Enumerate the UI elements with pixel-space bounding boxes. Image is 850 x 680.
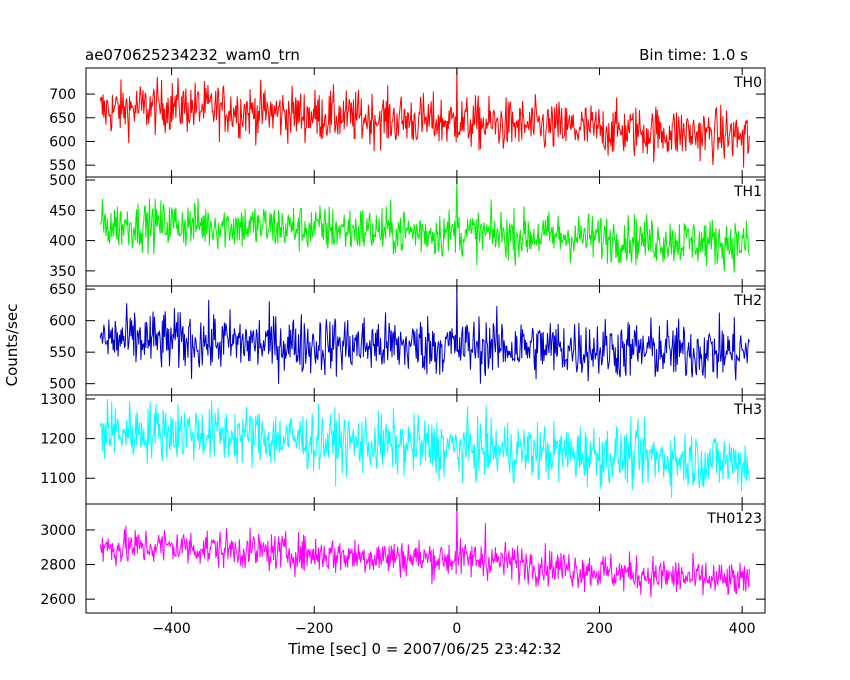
x-tick-label: −200 bbox=[295, 621, 333, 637]
y-tick-label: 700 bbox=[49, 87, 76, 103]
y-tick-label: 350 bbox=[49, 264, 76, 280]
x-axis-label: Time [sec] 0 = 2007/06/25 23:42:32 bbox=[287, 640, 561, 658]
x-tick-label: −400 bbox=[152, 621, 190, 637]
panel-label-th1: TH1 bbox=[733, 184, 762, 200]
y-tick-label: 1100 bbox=[40, 471, 76, 487]
y-tick-label: 650 bbox=[49, 111, 76, 127]
x-tick-label: 0 bbox=[452, 621, 461, 637]
panel-frame-th0123 bbox=[85, 503, 766, 614]
series-line-th3 bbox=[99, 398, 750, 499]
y-tick-label: 2600 bbox=[40, 592, 76, 608]
panel-label-th2: TH2 bbox=[733, 293, 762, 309]
panel-label-th3: TH3 bbox=[733, 402, 762, 418]
series-line-th0 bbox=[99, 67, 750, 168]
y-tick-label: 1200 bbox=[40, 432, 76, 448]
y-tick-label: 550 bbox=[49, 345, 76, 361]
y-tick-label: 600 bbox=[49, 314, 76, 330]
y-tick-label: 400 bbox=[49, 234, 76, 250]
x-tick-label: 400 bbox=[729, 621, 756, 637]
y-tick-label: 600 bbox=[49, 134, 76, 150]
figure-title: ae070625234232_wam0_trn bbox=[85, 46, 300, 65]
y-tick-label: 500 bbox=[49, 377, 76, 393]
series-line-th1 bbox=[99, 180, 750, 273]
panels-group: 550600650700TH0350400450500TH15005506006… bbox=[40, 67, 766, 637]
y-tick-label: 3000 bbox=[40, 523, 76, 539]
series-line-th2 bbox=[99, 285, 750, 385]
y-tick-label: 650 bbox=[49, 282, 76, 298]
y-tick-label: 500 bbox=[49, 173, 76, 189]
y-tick-label: 2800 bbox=[40, 558, 76, 574]
y-tick-label: 1300 bbox=[40, 392, 76, 408]
bin-time-label: Bin time: 1.0 s bbox=[639, 46, 748, 64]
y-tick-label: 550 bbox=[49, 158, 76, 174]
panel-label-th0123: TH0123 bbox=[706, 511, 762, 527]
x-tick-label: 200 bbox=[586, 621, 613, 637]
y-tick-label: 450 bbox=[49, 203, 76, 219]
series-line-th0123 bbox=[99, 503, 750, 598]
panel-label-th0: TH0 bbox=[733, 75, 762, 91]
y-axis-label: Counts/sec bbox=[3, 304, 21, 387]
